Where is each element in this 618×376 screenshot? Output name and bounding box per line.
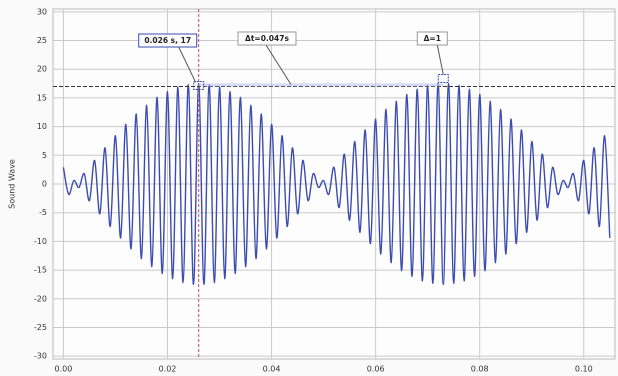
cursor-marker	[193, 80, 205, 90]
callout-line	[265, 44, 292, 85]
y-tick-label: 5	[42, 151, 47, 160]
y-tick-label: -30	[34, 352, 47, 361]
x-tick-label: 0.00	[55, 365, 73, 374]
delta-t-label: Δt=0.047s	[245, 34, 289, 43]
delta-box	[416, 31, 448, 46]
y-tick-label: -5	[39, 208, 47, 217]
y-tick-label: 15	[37, 93, 47, 102]
delta-band	[198, 83, 444, 87]
y-tick-label: 0	[42, 180, 47, 189]
delta-label: Δ=1	[424, 34, 441, 43]
cursor-label: 0.026 s, 17	[144, 36, 191, 45]
y-tick-label: -20	[34, 294, 47, 303]
x-tick-label: 0.04	[263, 365, 281, 374]
callout-line	[178, 46, 197, 83]
y-tick-label: -10	[34, 237, 47, 246]
cursor-label-box	[138, 33, 198, 48]
y-tick-label: -25	[34, 323, 47, 332]
y-tick-label: 25	[37, 36, 47, 45]
callout-line	[436, 44, 444, 75]
x-tick-label: 0.08	[471, 365, 489, 374]
y-tick-label: 20	[37, 65, 47, 74]
x-tick-label: 0.02	[159, 365, 177, 374]
wave-line	[62, 82, 611, 286]
y-tick-label: 30	[37, 7, 47, 16]
x-tick-label: 0.10	[575, 365, 593, 374]
x-tick-label: 0.06	[367, 365, 385, 374]
y-tick-label: -15	[34, 266, 47, 275]
y-axis-label: Sound Wave	[8, 159, 17, 209]
delta-t-box	[237, 31, 297, 46]
y-tick-label: 10	[37, 122, 47, 131]
